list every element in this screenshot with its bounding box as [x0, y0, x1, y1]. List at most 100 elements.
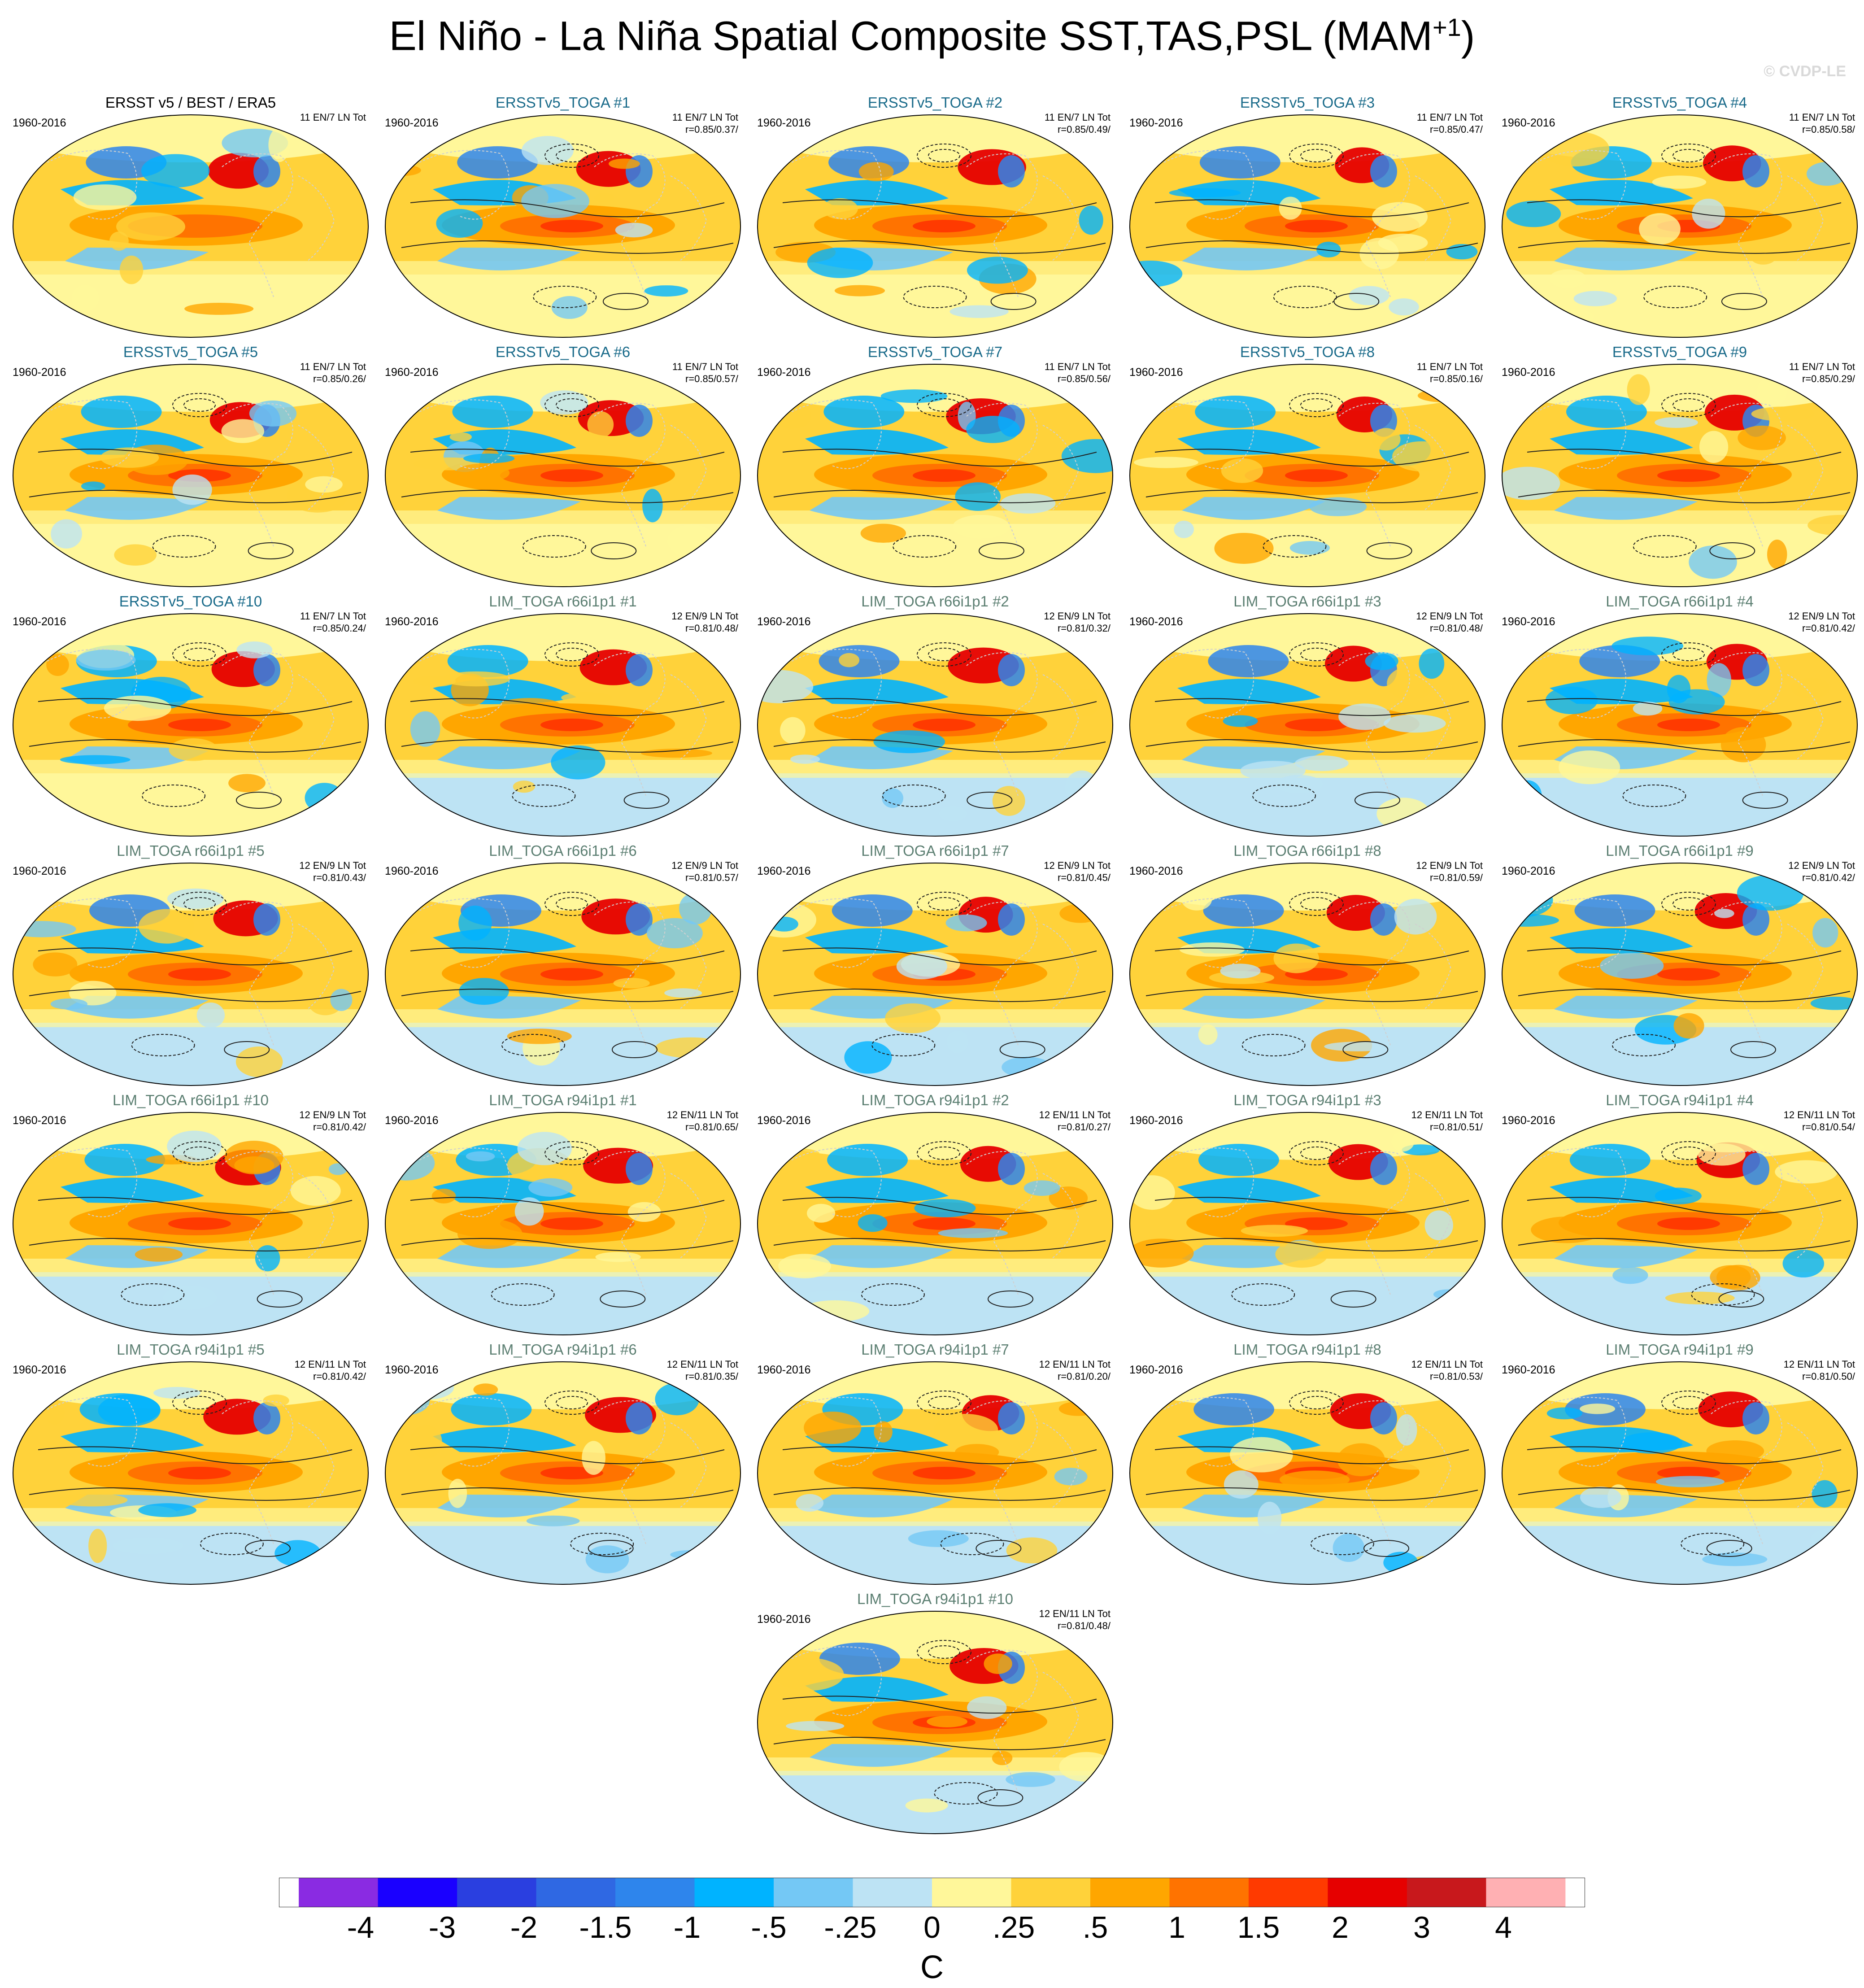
colorbar-unit: C — [920, 1949, 944, 1985]
world-map — [757, 1112, 1113, 1335]
panel-stats: 11 EN/7 LN Tot r=0.85/0.47/ — [1417, 111, 1483, 135]
panel-event-count: 11 EN/7 LN Tot — [300, 610, 366, 622]
world-map — [385, 114, 741, 338]
panel-title: LIM_TOGA r94i1p1 #6 — [489, 1341, 637, 1358]
panel-title: LIM_TOGA r66i1p1 #6 — [489, 842, 637, 859]
map-panel: ERSSTv5_TOGA #7 1960-2016 11 EN/7 LN Tot r=… — [749, 339, 1121, 589]
colorbar-tick-label: -4 — [347, 1910, 375, 1944]
panel-event-count: 12 EN/11 LN Tot — [294, 1359, 366, 1370]
world-map — [1502, 114, 1858, 338]
panel-period: 1960-2016 — [1502, 366, 1555, 379]
panel-period: 1960-2016 — [13, 366, 66, 379]
panel-period: 1960-2016 — [385, 1114, 439, 1127]
panel-pattern-correlation: r=0.81/0.43/ — [313, 872, 366, 883]
map-panel: LIM_TOGA r94i1p1 #8 1960-2016 12 EN/11 LN … — [1121, 1337, 1494, 1586]
panel-period: 1960-2016 — [1129, 615, 1183, 628]
panel-event-count: 12 EN/11 LN Tot — [1783, 1359, 1855, 1370]
panel-period: 1960-2016 — [1502, 865, 1555, 877]
colorbar-swatch — [299, 1878, 379, 1907]
sst-field — [1130, 863, 1485, 1086]
colorbar-swatch — [1486, 1878, 1566, 1907]
map-panel: LIM_TOGA r94i1p1 #9 1960-2016 12 EN/11 LN … — [1494, 1337, 1864, 1586]
world-map — [385, 364, 741, 587]
panel-stats: 12 EN/9 LN Tot r=0.81/0.48/ — [671, 610, 738, 634]
panel-title: ERSSTv5_TOGA #5 — [123, 344, 258, 360]
panel-period: 1960-2016 — [385, 117, 439, 129]
panel-title: LIM_TOGA r94i1p1 #2 — [861, 1092, 1009, 1108]
world-map — [1129, 364, 1485, 587]
panel-period: 1960-2016 — [385, 615, 439, 628]
map-panel: ERSSTv5_TOGA #6 1960-2016 11 EN/7 LN Tot r=… — [377, 339, 749, 589]
colorbar-tick-label: 0 — [923, 1910, 941, 1944]
panel-period: 1960-2016 — [1129, 366, 1183, 379]
panel-title: ERSSTv5_TOGA #8 — [1240, 344, 1375, 360]
panel-title: LIM_TOGA r94i1p1 #7 — [861, 1341, 1009, 1358]
panel-period: 1960-2016 — [385, 865, 439, 877]
colorbar-swatch — [536, 1878, 616, 1907]
map-panel: LIM_TOGA r94i1p1 #4 1960-2016 12 EN/11 LN … — [1494, 1087, 1864, 1337]
panel-title: LIM_TOGA r94i1p1 #8 — [1233, 1341, 1381, 1358]
panel-title: ERSSTv5_TOGA #6 — [495, 344, 631, 360]
panel-period: 1960-2016 — [1129, 1364, 1183, 1376]
world-map — [385, 863, 741, 1086]
map-panel: LIM_TOGA r66i1p1 #2 1960-2016 12 EN/9 LN T… — [749, 589, 1121, 838]
colorbar-tick-label: 2 — [1332, 1910, 1349, 1944]
world-map — [13, 114, 369, 338]
colorbar-swatch — [1407, 1878, 1486, 1907]
colorbar-swatch — [1248, 1878, 1328, 1907]
panel-stats: 12 EN/9 LN Tot r=0.81/0.45/ — [1044, 859, 1111, 884]
panel-period: 1960-2016 — [757, 1364, 811, 1376]
figure-title: El Niño - La Niña Spatial Composite SST,… — [0, 13, 1864, 60]
panel-stats: 11 EN/7 LN Tot r=0.85/0.56/ — [1045, 361, 1111, 385]
world-map — [385, 1361, 741, 1585]
panel-period: 1960-2016 — [757, 1613, 811, 1626]
panel-title: LIM_TOGA r94i1p1 #5 — [117, 1341, 265, 1358]
panel-title: LIM_TOGA r66i1p1 #1 — [489, 593, 637, 610]
panel-event-count: 12 EN/9 LN Tot — [299, 860, 366, 871]
title-end: ) — [1461, 13, 1475, 59]
colorbar-tick-label: -.5 — [751, 1910, 787, 1944]
colorbar-tick-label: .5 — [1082, 1910, 1108, 1944]
colorbar-tick-label: .25 — [992, 1910, 1035, 1944]
panel-title: ERSSTv5_TOGA #7 — [867, 344, 1003, 360]
map-panel: ERSSTv5_TOGA #3 1960-2016 11 EN/7 LN Tot r=… — [1121, 90, 1494, 339]
panel-event-count: 12 EN/9 LN Tot — [1788, 610, 1855, 622]
panel-title: LIM_TOGA r94i1p1 #10 — [857, 1591, 1013, 1607]
map-panel: LIM_TOGA r66i1p1 #4 1960-2016 12 EN/9 LN T… — [1494, 589, 1864, 838]
panel-pattern-correlation: r=0.85/0.49/ — [1057, 124, 1111, 135]
colorbar-swatch — [615, 1878, 695, 1907]
panel-stats: 12 EN/9 LN Tot r=0.81/0.42/ — [1788, 859, 1855, 884]
panel-stats: 11 EN/7 LN Tot r=0.85/0.16/ — [1417, 361, 1483, 385]
panel-title: LIM_TOGA r66i1p1 #7 — [861, 842, 1009, 859]
panel-event-count: 12 EN/11 LN Tot — [1411, 1109, 1483, 1120]
panel-stats: 12 EN/9 LN Tot r=0.81/0.43/ — [299, 859, 366, 884]
panel-event-count: 11 EN/7 LN Tot — [672, 112, 738, 123]
panel-stats: 12 EN/9 LN Tot r=0.81/0.42/ — [1788, 610, 1855, 634]
panel-title: LIM_TOGA r66i1p1 #5 — [117, 842, 265, 859]
world-map — [13, 863, 369, 1086]
panel-stats: 11 EN/7 LN Tot r=0.85/0.26/ — [300, 361, 366, 385]
panel-pattern-correlation: r=0.85/0.57/ — [685, 373, 738, 384]
panel-event-count: 11 EN/7 LN Tot — [672, 361, 738, 372]
panel-event-count: 11 EN/7 LN Tot — [1416, 112, 1483, 123]
map-panel: ERSST v5 / BEST / ERA5 1960-2016 11 EN/7 L… — [4, 90, 377, 339]
colorbar-swatch — [694, 1878, 774, 1907]
colorbar-tick-label: -3 — [428, 1910, 456, 1944]
panel-title: LIM_TOGA r94i1p1 #1 — [489, 1092, 637, 1108]
map-panel: LIM_TOGA r66i1p1 #1 1960-2016 12 EN/9 LN T… — [377, 589, 749, 838]
panel-stats: 11 EN/7 LN Tot r=0.85/0.24/ — [300, 610, 366, 634]
sst-field — [758, 115, 1113, 337]
world-map — [1129, 114, 1485, 338]
panel-event-count: 12 EN/9 LN Tot — [299, 1109, 366, 1120]
world-map — [13, 1361, 369, 1585]
panel-stats: 12 EN/9 LN Tot r=0.81/0.59/ — [1416, 859, 1483, 884]
colorbar-tick-label: -.25 — [824, 1910, 877, 1944]
world-map — [757, 364, 1113, 587]
world-map — [385, 613, 741, 837]
map-panel: LIM_TOGA r66i1p1 #8 1960-2016 12 EN/9 LN T… — [1121, 838, 1494, 1087]
world-map — [1129, 613, 1485, 837]
panel-title: ERSSTv5_TOGA #10 — [119, 593, 262, 610]
sst-field — [13, 364, 368, 587]
map-panel: LIM_TOGA r94i1p1 #6 1960-2016 12 EN/11 LN … — [377, 1337, 749, 1586]
panel-pattern-correlation: r=0.81/0.48/ — [685, 623, 738, 634]
